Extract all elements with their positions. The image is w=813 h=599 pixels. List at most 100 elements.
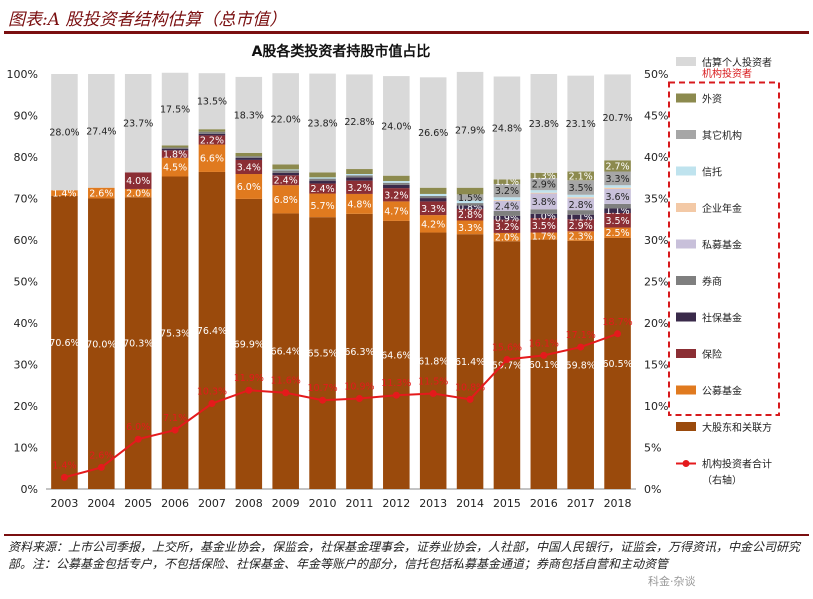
bar-segment <box>198 73 226 130</box>
bar-segment <box>235 156 263 158</box>
chart-title: A股各类投资者持股市值占比 <box>252 43 431 60</box>
bar-segment <box>530 74 558 173</box>
bar-data-label: 4.5% <box>163 163 187 174</box>
bar-segment <box>493 183 521 198</box>
bar-data-label: 24.8% <box>492 123 522 134</box>
legend-swatch <box>676 422 696 431</box>
bar-data-label: 1.8% <box>163 150 187 161</box>
bar-data-label: 2.7% <box>605 161 629 172</box>
bar-segment <box>88 74 115 188</box>
line-point <box>614 330 622 338</box>
bar-segment <box>161 157 189 177</box>
bar-segment <box>493 215 521 220</box>
bar-segment <box>567 180 594 195</box>
bar-data-label: 28.0% <box>49 128 79 139</box>
bar-data-label: 2.0% <box>495 233 519 244</box>
bar-segment <box>419 215 447 233</box>
bar-segment <box>346 177 373 181</box>
bar-segment <box>604 188 631 204</box>
bar-segment <box>604 74 631 161</box>
bar-segment <box>198 144 226 172</box>
bar-segment <box>383 76 410 176</box>
line-data-label: 11.3% <box>381 378 411 389</box>
legend-swatch <box>676 57 696 66</box>
bar-segment <box>567 198 594 211</box>
legend-label: 公募基金 <box>702 385 742 398</box>
legend-swatch <box>676 385 696 395</box>
line-point <box>503 356 511 364</box>
line-point <box>97 463 105 471</box>
bar-data-label: 4.7% <box>384 207 408 218</box>
bar-segment <box>346 193 373 214</box>
source-note: 资料来源：上市公司季报，上交所，基金业协会，保监会，社保基金理事会，证券业协会，… <box>8 540 801 571</box>
bar-segment <box>456 187 484 195</box>
y-right-tick-label: 10% <box>644 400 668 413</box>
bar-segment <box>198 171 226 489</box>
bar-data-label: 6.6% <box>200 154 224 165</box>
bar-segment <box>567 197 594 199</box>
legend-label: 外资 <box>702 94 722 106</box>
bar-data-label: 2.8% <box>458 210 482 221</box>
line-data-label: 10.3% <box>197 387 227 398</box>
bar-segment <box>456 234 484 489</box>
bar-data-label: 6.8% <box>274 195 298 206</box>
bar-segment <box>604 203 631 209</box>
bar-data-label: 3.2% <box>384 190 408 201</box>
bar-segment <box>493 179 521 184</box>
figure-title-bar: 图表:A 股投资者结构估算（总市值） <box>0 0 813 34</box>
x-tick-label: 2017 <box>567 497 595 510</box>
bar-segment <box>493 200 521 211</box>
legend-label: 机构投资者合计 <box>702 458 772 471</box>
line-point <box>245 386 253 394</box>
bar-segment <box>309 178 336 181</box>
line-data-label: 1.4% <box>52 460 76 471</box>
legend-label: 企业年金 <box>702 202 742 215</box>
bar-segment <box>346 175 373 178</box>
bar-data-label: 2.9% <box>532 180 556 191</box>
bar-data-label: 2.8% <box>569 200 593 211</box>
legend-swatch <box>676 349 696 358</box>
bar-segment <box>604 237 631 489</box>
bar-segment <box>124 74 152 173</box>
bar-data-label: 70.6% <box>49 338 79 349</box>
bar-segment <box>383 188 410 202</box>
bar-segment <box>456 194 484 201</box>
bar-data-label: 4.2% <box>421 219 445 230</box>
line-data-label: 2.6% <box>89 450 113 461</box>
bar-data-label: 18.3% <box>234 110 264 121</box>
bar-segment <box>530 232 558 240</box>
bar-segment <box>604 208 631 214</box>
legend-label: 信托 <box>702 166 722 179</box>
bar-data-label: 2.9% <box>569 221 593 232</box>
bar-data-label: 66.3% <box>344 347 374 358</box>
bar-segment <box>235 152 263 157</box>
x-tick-label: 2015 <box>493 497 521 510</box>
y-right-tick-label: 20% <box>644 317 668 330</box>
bar-segment <box>604 213 631 228</box>
y-left-tick-label: 60% <box>14 234 38 247</box>
bar-segment <box>530 213 558 219</box>
bar-segment <box>530 218 558 233</box>
bar-segment <box>567 210 594 215</box>
line-data-label: 6.0% <box>126 422 150 433</box>
legend-swatch <box>676 166 696 176</box>
bar-segment <box>235 198 263 490</box>
bar-data-label: 23.8% <box>529 119 559 130</box>
legend-label: 社保基金 <box>702 312 742 325</box>
bar-segment <box>272 170 299 173</box>
bar-data-label: 0.9% <box>495 213 519 224</box>
bar-segment <box>161 176 189 489</box>
y-left-tick-label: 0% <box>21 483 38 496</box>
bar-data-label: 61.8% <box>418 356 448 367</box>
bar-segment <box>419 187 447 194</box>
bar-segment <box>309 177 336 179</box>
bar-segment <box>493 200 521 201</box>
watermark: 科金·杂谈 <box>648 575 696 588</box>
bar-data-label: 2.1% <box>569 171 593 182</box>
line-point <box>466 395 474 403</box>
bar-segment <box>88 187 115 199</box>
bar-segment <box>419 198 447 202</box>
bar-segment <box>383 182 410 185</box>
bar-data-label: 6.0% <box>237 182 261 193</box>
bar-data-label: 3.8% <box>532 197 556 208</box>
